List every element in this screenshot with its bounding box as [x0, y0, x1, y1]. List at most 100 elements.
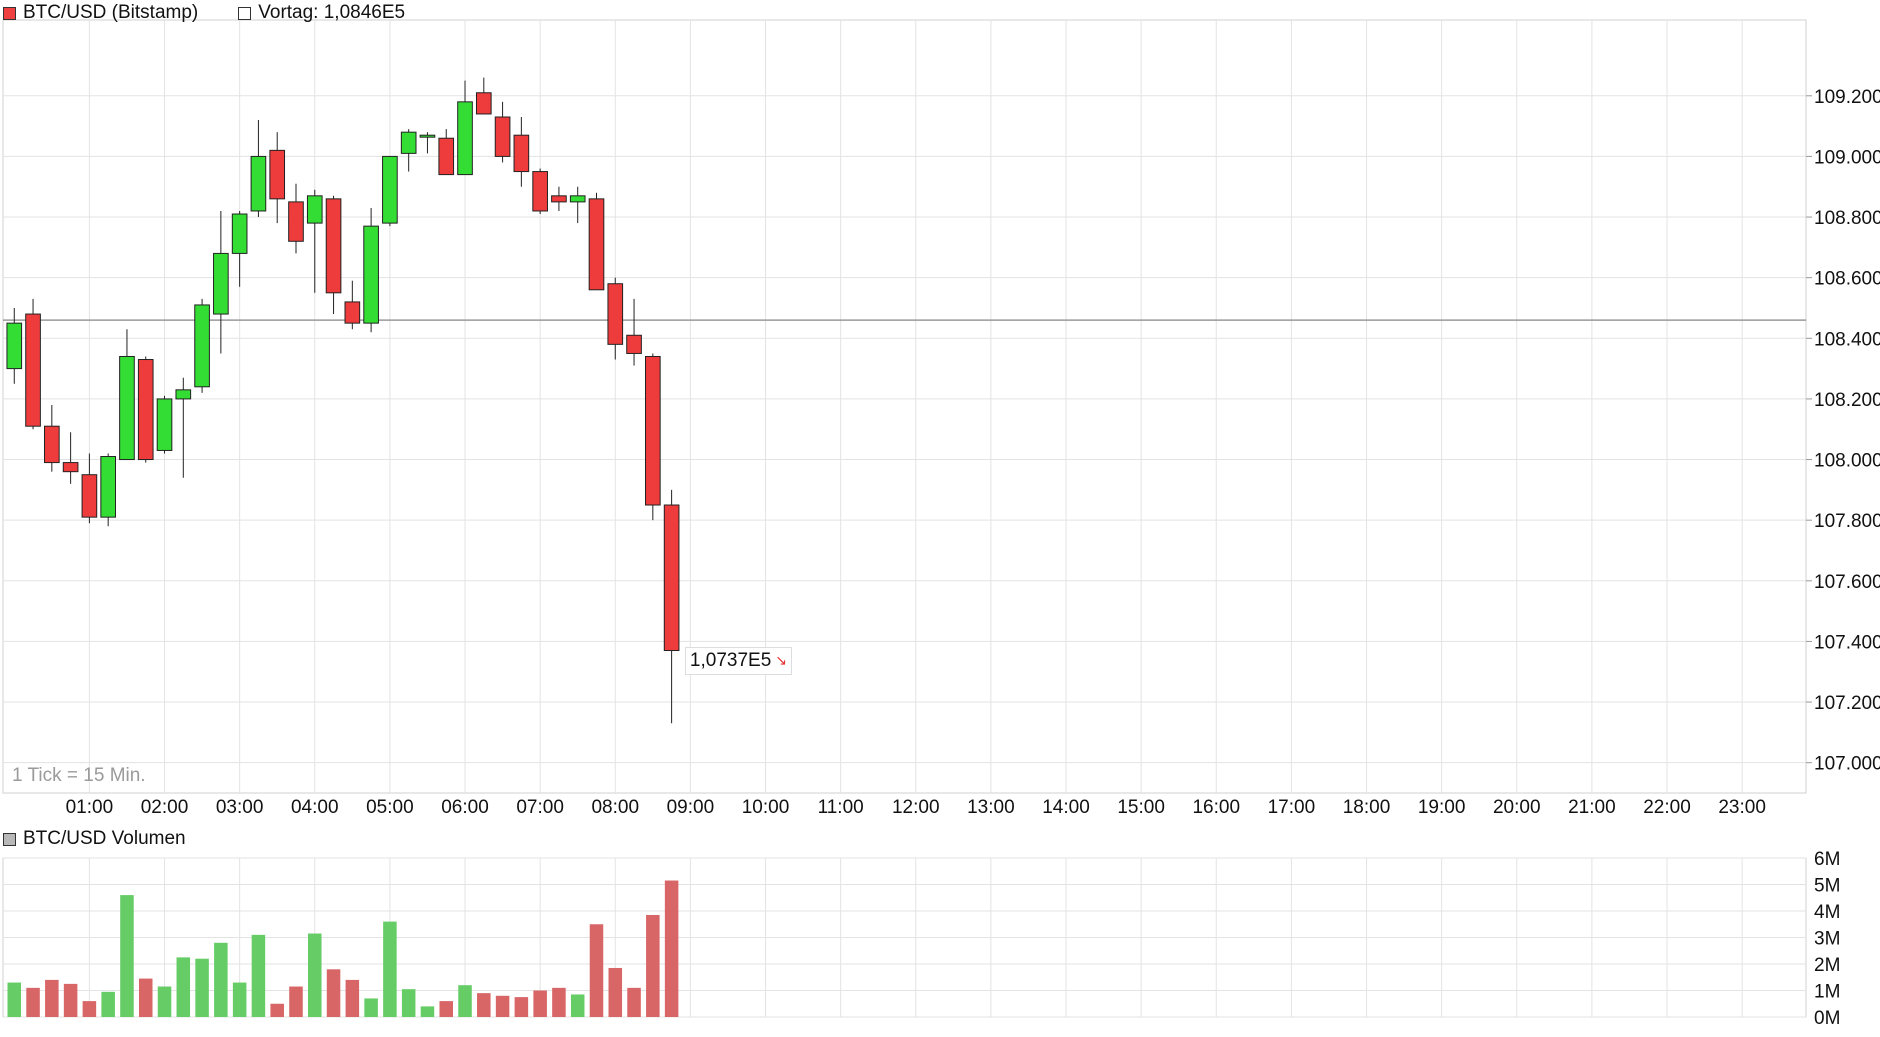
time-tick-label: 22:00	[1643, 797, 1691, 818]
price-legend-swatch[interactable]	[3, 6, 16, 20]
time-tick-label: 08:00	[591, 797, 639, 818]
volume-bar	[420, 1006, 435, 1017]
volume-bar	[608, 967, 623, 1017]
time-tick-label: 01:00	[66, 797, 114, 818]
volume-bar	[326, 969, 341, 1017]
price-tick-label: 108.000	[1814, 451, 1880, 472]
candle-up	[100, 456, 116, 518]
time-tick-label: 03:00	[216, 797, 264, 818]
price-tick-label: 107.800	[1814, 511, 1880, 532]
candle-down	[438, 137, 455, 176]
time-tick-label: 23:00	[1718, 797, 1766, 818]
volume-bar	[308, 933, 322, 1017]
volume-bar	[345, 979, 360, 1017]
volume-bar	[364, 998, 378, 1017]
price-tick-label: 107.200	[1814, 693, 1880, 714]
volume-bar	[26, 987, 40, 1017]
candle-up	[382, 155, 398, 224]
volume-bar	[195, 958, 209, 1017]
candle-up	[419, 134, 436, 138]
candle-down	[663, 504, 680, 652]
candle-down	[269, 149, 286, 200]
tick-interval-note: 1 Tick = 15 Min.	[12, 765, 146, 786]
time-tick-label: 07:00	[516, 797, 564, 818]
time-tick-label: 04:00	[291, 797, 339, 818]
volume-bar	[270, 1003, 284, 1017]
candle-down	[62, 462, 79, 473]
candle-down	[532, 171, 548, 212]
volume-legend: BTC/USD Volumen	[3, 828, 186, 850]
volume-bar	[552, 987, 566, 1017]
candle-down	[588, 198, 605, 291]
time-tick-label: 19:00	[1418, 797, 1466, 818]
candle-down	[475, 92, 492, 115]
volume-bar	[45, 979, 59, 1017]
volume-tick-label: 5M	[1814, 876, 1840, 897]
down-arrow-icon: ↘	[775, 652, 788, 669]
price-axis-labels: 107.000 107.200 107.400 107.600 107.800 108.0…	[1814, 87, 1880, 775]
candle-down	[607, 283, 624, 345]
time-axis-labels: 01:00 02:00 03:00 04:00 05:00 06:00 07:00 08:00…	[66, 797, 1766, 818]
volume-bar	[514, 997, 529, 1017]
candle-down	[344, 301, 361, 324]
volume-legend-swatch[interactable]	[3, 832, 16, 846]
time-tick-label: 10:00	[742, 797, 790, 818]
volume-bar	[120, 895, 134, 1017]
candle-up	[194, 304, 210, 388]
price-tick-label: 108.600	[1814, 269, 1880, 290]
candle-down	[44, 425, 60, 464]
volume-series	[7, 880, 679, 1017]
candle-down	[81, 474, 98, 518]
price-tick-label: 107.400	[1814, 632, 1880, 653]
candle-down	[513, 134, 530, 173]
price-tick-label: 108.400	[1814, 329, 1880, 350]
candle-down	[645, 355, 661, 506]
volume-bar	[251, 934, 266, 1017]
previous-day-label: Vortag: 1,0846E5	[258, 2, 406, 23]
price-tick-label: 108.800	[1814, 208, 1880, 229]
price-tick-label: 109.200	[1814, 87, 1880, 108]
time-tick-label: 15:00	[1117, 797, 1165, 818]
volume-bar	[214, 942, 228, 1017]
volume-bar	[439, 1001, 453, 1017]
volume-bar	[458, 985, 472, 1017]
candle-down	[551, 195, 567, 203]
volume-legend-label: BTC/USD Volumen	[23, 828, 186, 849]
last-price-value: 1,0737E5	[689, 649, 772, 671]
volume-bar	[157, 986, 172, 1017]
price-plot-frame	[2, 19, 1807, 794]
volume-tick-label: 4M	[1814, 902, 1840, 923]
candle-up	[156, 398, 173, 451]
volume-bar	[7, 982, 22, 1017]
candle-up	[457, 101, 473, 176]
time-tick-label: 16:00	[1192, 797, 1240, 818]
candle-down	[626, 334, 642, 354]
volume-bar	[477, 993, 491, 1017]
time-tick-label: 02:00	[141, 797, 189, 818]
time-tick-label: 12:00	[892, 797, 940, 818]
volume-bar	[383, 921, 397, 1017]
volume-bar	[664, 880, 679, 1017]
volume-tick-label: 1M	[1814, 982, 1840, 1003]
volume-bar	[101, 991, 115, 1017]
candle-down	[288, 201, 304, 242]
volume-bar	[533, 990, 547, 1017]
volume-bar	[627, 987, 641, 1017]
candle-up	[213, 252, 229, 315]
time-tick-label: 06:00	[441, 797, 489, 818]
volume-bar	[570, 994, 585, 1017]
volume-bar	[138, 978, 153, 1017]
candle-down	[325, 198, 342, 294]
candle-up	[119, 355, 135, 461]
price-legend-label: BTC/USD (Bitstamp)	[23, 2, 199, 23]
volume-bar	[289, 986, 303, 1017]
volume-bar	[82, 1001, 97, 1017]
candle-up	[231, 213, 248, 254]
volume-bar	[232, 982, 247, 1017]
volume-bar	[176, 957, 191, 1017]
candle-down	[494, 116, 511, 157]
candle-down	[137, 359, 154, 461]
previous-day-swatch[interactable]	[238, 6, 252, 20]
candlestick-series	[6, 77, 680, 724]
